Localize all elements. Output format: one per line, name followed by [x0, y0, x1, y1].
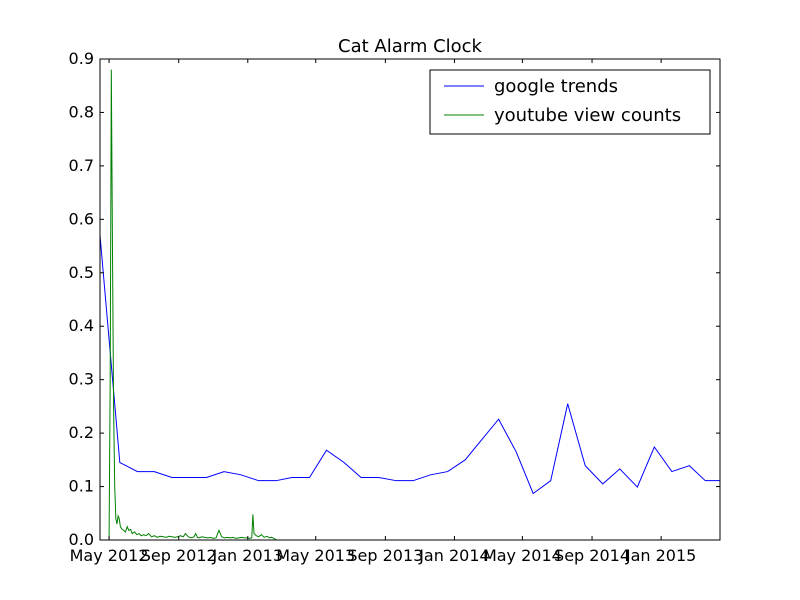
y-tick-label: 0.5: [69, 263, 94, 282]
y-tick-label: 0.0: [69, 530, 94, 549]
y-tick-label: 0.8: [69, 102, 94, 121]
y-tick-label: 0.9: [69, 49, 94, 68]
series-line-google-trends: [100, 235, 720, 495]
x-tick-label: Sep 2013: [347, 546, 423, 565]
chart-title: Cat Alarm Clock: [338, 36, 483, 57]
legend: google trends youtube view counts: [429, 69, 711, 135]
x-tick-label: Jan 2015: [625, 546, 696, 565]
y-tick-label: 0.6: [69, 209, 94, 228]
legend-label-google-trends: google trends: [494, 76, 618, 97]
x-tick-label: Jan 2014: [418, 546, 489, 565]
legend-label-youtube-view-counts: youtube view counts: [494, 105, 681, 126]
x-tick-label: May 2012: [70, 546, 149, 565]
series-line-youtube-view-counts: [108, 69, 277, 540]
x-tick-label: Jan 2013: [212, 546, 283, 565]
y-tick-label: 0.4: [69, 316, 94, 335]
y-tick-label: 0.2: [69, 423, 94, 442]
y-tick-label: 0.7: [69, 156, 94, 175]
plot-area: [100, 69, 720, 540]
y-tick-label: 0.1: [69, 477, 94, 496]
x-tick-label: May 2014: [483, 546, 562, 565]
axes-frame: [99, 58, 721, 541]
x-tick-label: May 2013: [276, 546, 355, 565]
legend-box: [429, 69, 711, 135]
x-tick-label: Sep 2012: [141, 546, 217, 565]
y-tick-label: 0.3: [69, 370, 94, 389]
x-tick-label: Sep 2014: [554, 546, 630, 565]
